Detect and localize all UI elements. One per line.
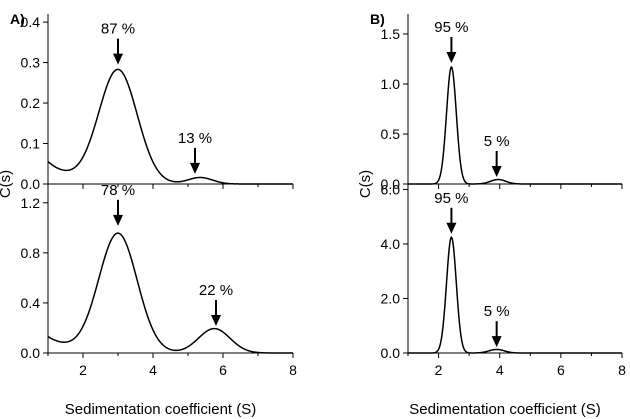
y-tick-label: 0.2	[21, 95, 41, 111]
peak-percent-label: 87 %	[101, 21, 135, 38]
y-tick-label: 2.0	[381, 290, 401, 306]
y-tick-label: 1.5	[381, 26, 401, 42]
annotation-arrowhead	[446, 222, 457, 234]
y-tick-label: 0.0	[21, 176, 41, 192]
y-tick-label: 0.5	[381, 126, 401, 142]
x-tick-label: 2	[79, 362, 87, 378]
peak-percent-label: 13 %	[178, 130, 212, 147]
y-tick-label: 0.4	[21, 295, 41, 311]
y-tick-label: 1.0	[381, 76, 401, 92]
distribution-curve	[408, 65, 622, 185]
y-tick-label: 0.1	[21, 136, 41, 152]
y-tick-label: 0.0	[21, 345, 41, 361]
annotation-arrowhead	[113, 214, 123, 226]
peak-percent-label: 78 %	[101, 182, 135, 199]
y-tick-label: 0.4	[21, 14, 41, 30]
distribution-curve	[408, 236, 622, 354]
x-tick-label: 8	[289, 362, 297, 378]
x-tick-label: 8	[618, 362, 626, 378]
distribution-curve	[47, 232, 293, 354]
peak-percent-label: 95 %	[434, 190, 468, 207]
panel-label: B)	[370, 11, 385, 27]
y-tick-label: 6.0	[381, 181, 401, 197]
annotation-arrowhead	[211, 314, 221, 326]
y-tick-label: 0.0	[381, 345, 401, 361]
x-tick-label: 6	[219, 362, 227, 378]
annotation-arrowhead	[491, 336, 502, 348]
peak-percent-label: 5 %	[484, 133, 510, 150]
y-tick-label: 0.0	[381, 176, 401, 192]
annotation-arrowhead	[113, 53, 123, 65]
y-axis-label: C(s)	[357, 170, 374, 198]
annotation-arrowhead	[491, 166, 502, 177]
x-axis-label: Sedimentation coefficient (S)	[409, 401, 601, 418]
y-axis-label: C(s)	[0, 170, 14, 198]
y-tick-label: 0.3	[21, 55, 41, 71]
y-tick-label: 4.0	[381, 236, 401, 252]
annotation-arrowhead	[446, 52, 457, 63]
x-tick-label: 6	[557, 362, 565, 378]
annotation-arrowhead	[190, 162, 200, 174]
peak-percent-label: 22 %	[199, 282, 233, 299]
x-tick-label: 4	[149, 362, 157, 378]
y-tick-label: 1.2	[21, 195, 41, 211]
x-tick-label: 2	[435, 362, 443, 378]
panel-label: A)	[10, 11, 25, 27]
x-axis-label: Sedimentation coefficient (S)	[65, 401, 257, 418]
peak-percent-label: 5 %	[484, 303, 510, 320]
distribution-curve	[47, 68, 293, 185]
y-tick-label: 0.8	[21, 245, 41, 261]
peak-percent-label: 95 %	[434, 19, 468, 36]
x-tick-label: 4	[496, 362, 504, 378]
